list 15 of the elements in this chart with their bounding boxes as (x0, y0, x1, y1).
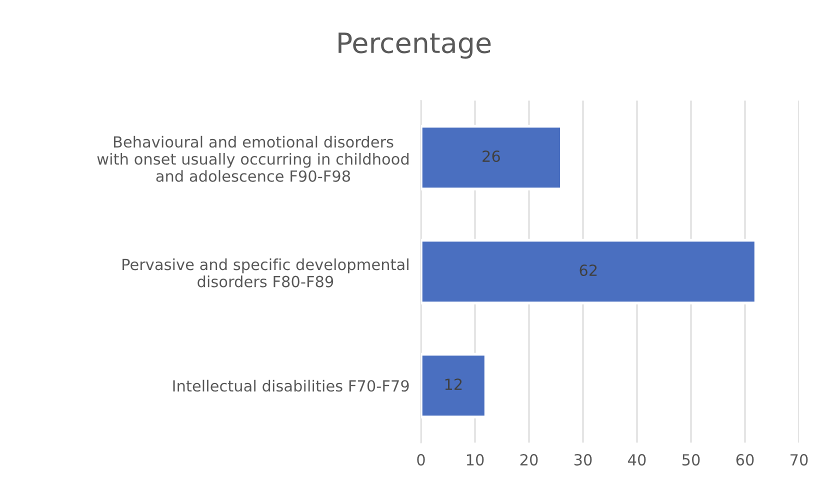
data-label: 62 (580, 264, 597, 276)
y-tick-label: Pervasive and specific developmental disorders F80-F89 (122, 258, 408, 288)
x-tick-label: 20 (520, 454, 538, 466)
data-label: 12 (445, 378, 462, 390)
data-label: 26 (482, 150, 500, 162)
x-tick-label: 60 (736, 454, 754, 466)
x-tick-label: 70 (790, 454, 808, 466)
y-tick-label: Behavioural and emotional disorders with onset usually occurring in childhood and adolescence F90-F98 (97, 136, 409, 182)
chart-title: Percentage (338, 32, 491, 59)
x-tick-label: 50 (682, 454, 700, 466)
x-tick-label: 40 (628, 454, 646, 466)
x-tick-label: 30 (574, 454, 592, 466)
x-tick-label: 10 (466, 454, 484, 466)
y-tick-label: Intellectual disabilities F70-F79 (173, 380, 409, 392)
x-tick-label: 0 (417, 454, 425, 466)
